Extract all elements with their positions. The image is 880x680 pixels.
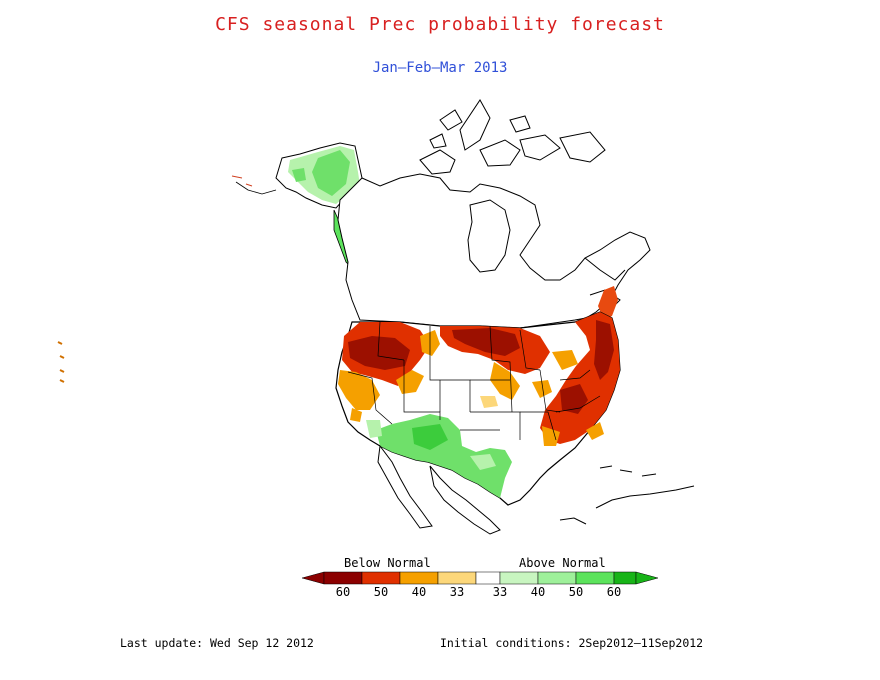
maritime-orange [598, 286, 618, 320]
legend-tick-label: 50 [569, 585, 583, 599]
legend-tick-label: 40 [531, 585, 545, 599]
legend-swatch-below-40 [399, 571, 439, 585]
hudson-bay [467, 199, 511, 273]
arctic-islands-small [429, 109, 531, 149]
legend-swatch-normal [475, 571, 501, 585]
legend-tick-label: 33 [450, 585, 464, 599]
legend-swatch-above-40 [537, 571, 577, 585]
legend-swatch-below-60 [323, 571, 363, 585]
state-borders [347, 321, 601, 441]
legend-swatch-below-33 [437, 571, 477, 585]
legend-swatch-above-33 [499, 571, 539, 585]
legend-tick-label: 40 [412, 585, 426, 599]
legend-arrow-left [301, 571, 325, 585]
canada-region [337, 99, 651, 356]
arctic-islands [419, 99, 606, 175]
legend-tick-label: 60 [336, 585, 350, 599]
initial-conditions-text: Initial conditions: 2Sep2012—11Sep2012 [440, 636, 704, 650]
legend-colorbar: 60 50 40 33 33 40 50 60 [301, 571, 659, 599]
page-title: CFS seasonal Prec probability forecast [215, 14, 665, 35]
last-update-text: Last update: Wed Sep 12 2012 [120, 636, 314, 650]
legend-below-label: Below Normal [344, 556, 431, 570]
legend-tick-label: 50 [374, 585, 388, 599]
mexico-outline [377, 444, 501, 535]
page-subtitle: Jan—Feb—Mar 2013 [372, 60, 508, 76]
legend-tick-label: 33 [493, 585, 507, 599]
legend-swatch-below-50 [361, 571, 401, 585]
aleutian-islands [231, 175, 253, 187]
mexico-region [57, 341, 695, 535]
legend-swatch-above-50 [575, 571, 615, 585]
south-wet [376, 414, 512, 498]
legend-swatch-above-60 [613, 571, 637, 585]
legend-arrow-right [635, 571, 659, 585]
hawaii-dots [57, 341, 65, 383]
legend-tick-label: 60 [607, 585, 621, 599]
legend-above-label: Above Normal [519, 556, 606, 570]
caribbean-islands [559, 465, 695, 525]
